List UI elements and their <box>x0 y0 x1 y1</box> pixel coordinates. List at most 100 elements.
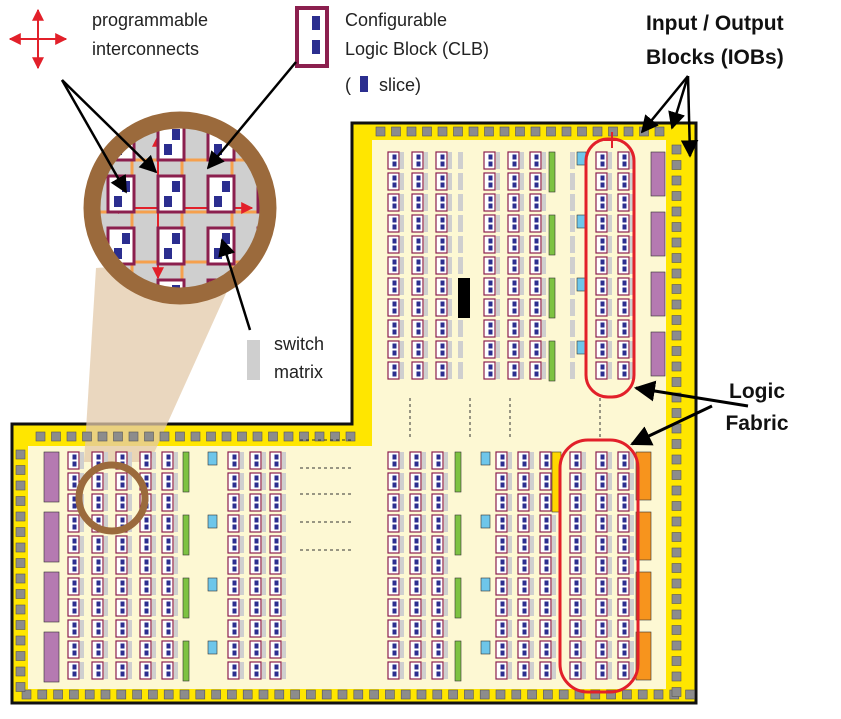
slice <box>600 524 605 530</box>
switch-matrix <box>608 215 612 232</box>
io-pad <box>479 689 490 700</box>
clb <box>91 598 104 617</box>
slice <box>600 559 605 565</box>
io-pad <box>144 431 154 442</box>
clb <box>387 451 400 470</box>
slice <box>534 287 539 293</box>
switch-matrix <box>448 215 452 232</box>
slice <box>600 280 605 286</box>
slice <box>274 664 279 670</box>
switch-matrix <box>530 452 534 469</box>
switch-matrix <box>400 320 404 337</box>
clb <box>507 172 520 191</box>
switch-matrix <box>630 641 634 658</box>
clb <box>539 619 552 638</box>
switch-matrix <box>570 236 575 253</box>
switch-matrix <box>530 473 534 490</box>
slice <box>392 224 397 230</box>
slice <box>414 580 419 586</box>
slice <box>600 371 605 377</box>
magnified-slice <box>164 248 172 259</box>
slice <box>416 301 421 307</box>
magnifier-beam <box>84 258 242 462</box>
slice <box>440 287 445 293</box>
clb <box>249 535 262 554</box>
switch-matrix <box>582 494 586 511</box>
slice <box>254 580 259 586</box>
clb <box>539 577 552 596</box>
io-pad <box>337 689 348 700</box>
slice <box>274 545 279 551</box>
slice <box>500 629 505 635</box>
clb <box>409 661 422 680</box>
clb <box>517 514 530 533</box>
slice <box>600 517 605 523</box>
clb <box>387 661 400 680</box>
slice <box>600 182 605 188</box>
slice <box>120 601 125 607</box>
io-pad <box>35 431 46 442</box>
switch-matrix <box>400 341 404 358</box>
switch-matrix <box>570 215 575 232</box>
clb <box>483 340 496 359</box>
slice <box>512 329 517 335</box>
switch-matrix <box>458 236 463 253</box>
slice <box>414 587 419 593</box>
clb <box>507 298 520 317</box>
slice <box>96 650 101 656</box>
io-pad <box>637 689 648 700</box>
io-pad <box>15 527 26 537</box>
io-pad <box>671 439 682 449</box>
slice <box>254 650 259 656</box>
slice <box>600 343 605 349</box>
slice <box>392 629 397 635</box>
slice <box>392 308 397 314</box>
switch-matrix <box>552 515 556 532</box>
clb <box>507 361 520 380</box>
switch-matrix <box>552 578 556 595</box>
switch-matrix <box>128 578 132 595</box>
clb <box>409 640 422 659</box>
slice <box>488 196 493 202</box>
slice <box>522 601 527 607</box>
slice <box>622 461 627 467</box>
io-pad <box>671 532 682 542</box>
slice <box>544 538 549 544</box>
slice <box>120 566 125 572</box>
clb <box>161 577 174 596</box>
clb <box>387 556 400 575</box>
slice <box>392 608 397 614</box>
io-pad <box>15 465 26 475</box>
slice <box>622 161 627 167</box>
slice <box>166 587 171 593</box>
slice <box>414 601 419 607</box>
slice <box>72 538 77 544</box>
switch-matrix <box>630 536 634 553</box>
switch-matrix <box>282 578 286 595</box>
switch-matrix <box>608 536 612 553</box>
switch-matrix <box>608 341 612 358</box>
slice <box>96 559 101 565</box>
switch-matrix <box>152 473 156 490</box>
clb <box>387 598 400 617</box>
slice <box>440 259 445 265</box>
clb <box>435 235 448 254</box>
slice <box>600 608 605 614</box>
slice <box>544 475 549 481</box>
io-pad <box>290 689 300 700</box>
slice <box>436 643 441 649</box>
clb <box>595 556 608 575</box>
clb <box>411 361 424 380</box>
switch-matrix <box>152 557 156 574</box>
io-pad <box>237 431 247 442</box>
switch-matrix <box>582 620 586 637</box>
slice <box>436 580 441 586</box>
io-pad <box>671 377 682 387</box>
slice <box>274 496 279 502</box>
slice <box>440 175 445 181</box>
switch-matrix <box>542 215 546 232</box>
slice <box>622 517 627 523</box>
clb <box>387 619 400 638</box>
switch-matrix <box>240 662 244 679</box>
slice <box>232 650 237 656</box>
